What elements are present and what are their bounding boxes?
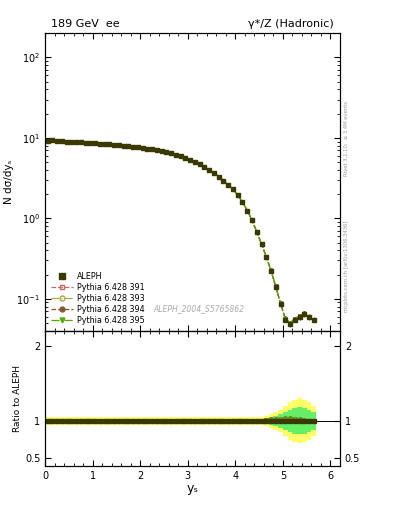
X-axis label: yₛ: yₛ xyxy=(187,482,198,495)
Text: 189 GeV  ee: 189 GeV ee xyxy=(51,19,120,29)
Legend: ALEPH, Pythia 6.428 391, Pythia 6.428 393, Pythia 6.428 394, Pythia 6.428 395: ALEPH, Pythia 6.428 391, Pythia 6.428 39… xyxy=(49,270,147,327)
Text: Rivet 3.1.10;  ≥ 3.4M events: Rivet 3.1.10; ≥ 3.4M events xyxy=(344,101,349,176)
Text: mcplots.cern.ch [arXiv:1306.3436]: mcplots.cern.ch [arXiv:1306.3436] xyxy=(344,221,349,312)
Text: ALEPH_2004_S5765862: ALEPH_2004_S5765862 xyxy=(153,304,244,313)
Text: γ*/Z (Hadronic): γ*/Z (Hadronic) xyxy=(248,19,334,29)
Y-axis label: Ratio to ALEPH: Ratio to ALEPH xyxy=(13,365,22,432)
Y-axis label: N dσ/dyₛ: N dσ/dyₛ xyxy=(4,160,14,204)
